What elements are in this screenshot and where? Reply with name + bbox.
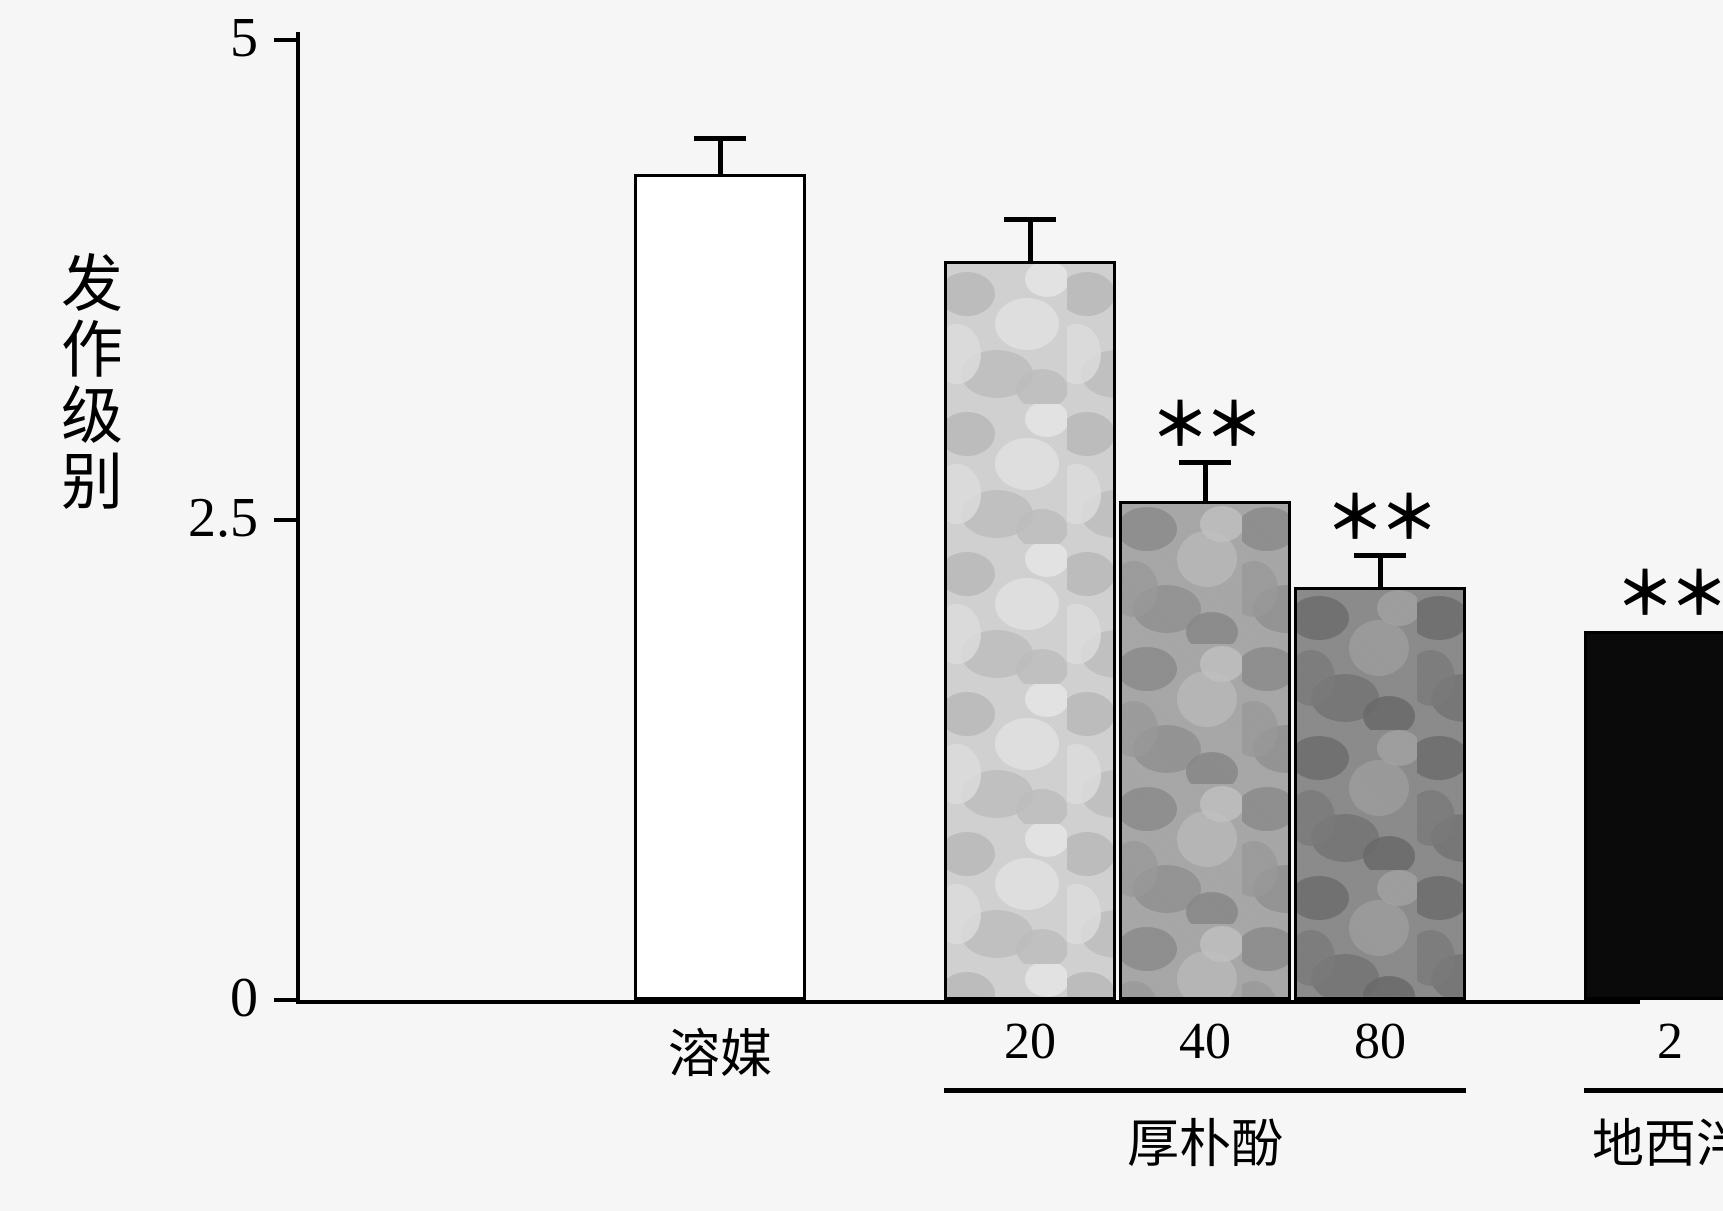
y-axis-label: 发作级别 — [40, 251, 130, 515]
errorbar-vehicle — [718, 138, 723, 174]
sig-magnolol-40: ＊＊ — [1115, 378, 1295, 462]
group-label-地西泮: 地西泮 — [1584, 1102, 1723, 1177]
sig-diazepam-2: ＊＊ — [1580, 547, 1723, 631]
errorbar-magnolol-20 — [1028, 219, 1033, 261]
group-label-厚朴酚: 厚朴酚 — [944, 1102, 1466, 1177]
x-label-magnolol-80: 80 — [1270, 1012, 1490, 1071]
errorbar-magnolol-40 — [1203, 462, 1208, 500]
bar-magnolol-80 — [1294, 587, 1466, 1000]
errorcap-vehicle — [694, 136, 746, 141]
y-tick — [274, 518, 296, 522]
y-tick — [274, 998, 296, 1002]
sig-magnolol-80: ＊＊ — [1290, 471, 1470, 555]
group-line-厚朴酚 — [944, 1088, 1466, 1093]
seizure-grade-bar-chart: 02.55发作级别溶媒20＊＊40＊＊80＊＊2(mg/kg)厚朴酚地西泮 — [0, 0, 1723, 1211]
bar-diazepam-2 — [1584, 631, 1723, 1000]
y-tick-label: 5 — [0, 6, 258, 70]
bar-magnolol-20 — [944, 261, 1116, 1000]
bar-magnolol-40 — [1119, 501, 1291, 1000]
y-axis — [296, 32, 300, 1000]
errorbar-magnolol-80 — [1378, 555, 1383, 588]
x-label-diazepam-2: 2 — [1560, 1012, 1723, 1071]
x-axis — [296, 1000, 1640, 1004]
y-tick — [274, 38, 296, 42]
errorcap-magnolol-20 — [1004, 217, 1056, 222]
bar-vehicle — [634, 174, 806, 1000]
x-label-vehicle: 溶媒 — [610, 1012, 830, 1087]
y-tick-label: 0 — [0, 966, 258, 1030]
group-line-地西泮 — [1584, 1088, 1723, 1093]
